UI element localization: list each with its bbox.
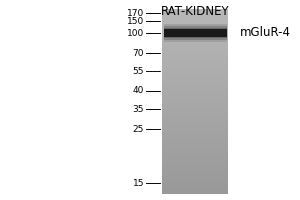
Text: 40: 40 bbox=[133, 86, 144, 95]
Bar bbox=[164, 29, 226, 37]
Text: 55: 55 bbox=[133, 66, 144, 75]
Bar bbox=[164, 28, 226, 38]
Text: 100: 100 bbox=[127, 28, 144, 38]
Text: 25: 25 bbox=[133, 124, 144, 134]
Text: 170: 170 bbox=[127, 8, 144, 18]
Bar bbox=[164, 24, 226, 42]
Text: RAT-KIDNEY: RAT-KIDNEY bbox=[161, 5, 229, 18]
Text: 15: 15 bbox=[133, 178, 144, 188]
Bar bbox=[164, 26, 226, 40]
Text: 35: 35 bbox=[133, 104, 144, 114]
Text: 150: 150 bbox=[127, 17, 144, 25]
Text: 70: 70 bbox=[133, 48, 144, 58]
Text: mGluR-4: mGluR-4 bbox=[240, 26, 291, 40]
